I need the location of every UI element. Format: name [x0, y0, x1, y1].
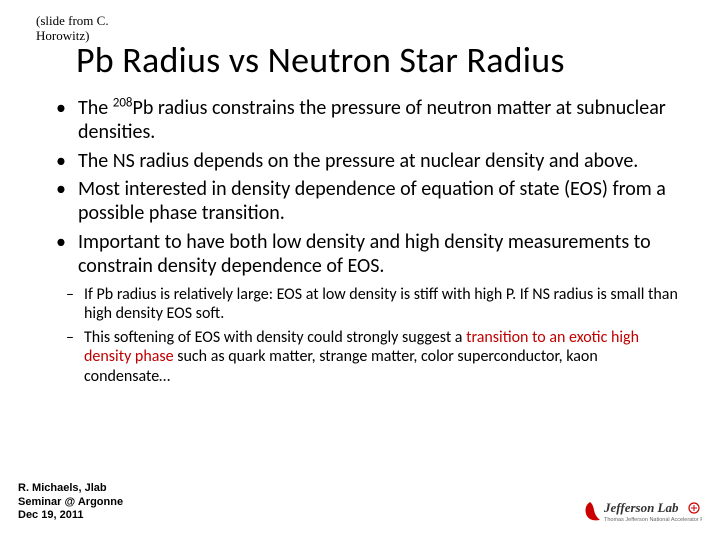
- svg-text:Thomas Jefferson National Acce: Thomas Jefferson National Accelerator Fa…: [604, 517, 702, 523]
- bullet-4: Important to have both low density and h…: [56, 230, 684, 279]
- footer-line2: Seminar @ Argonne: [18, 496, 123, 508]
- bullet-1-pre: The: [78, 96, 113, 120]
- footer-line3: Dec 19, 2011: [18, 509, 83, 521]
- sub-bullet-2: This softening of EOS with density could…: [66, 328, 684, 387]
- sub-bullet-list: If Pb radius is relatively large: EOS at…: [36, 285, 684, 387]
- bullet-1: The 208Pb radius constrains the pressure…: [56, 96, 684, 145]
- slide: (slide from C. Horowitz) Pb Radius vs Ne…: [0, 0, 720, 540]
- footer-line1: R. Michaels, Jlab: [18, 482, 107, 494]
- bullet-3: Most interested in density dependence of…: [56, 177, 684, 226]
- footer-author: R. Michaels, Jlab Seminar @ Argonne Dec …: [18, 482, 123, 522]
- sub2-part1: This softening of EOS with density could…: [84, 328, 466, 347]
- attr-line1: (slide from C.: [36, 13, 109, 28]
- svg-text:Jefferson Lab: Jefferson Lab: [603, 500, 679, 515]
- bullet-1-post: Pb radius constrains the pressure of neu…: [78, 96, 666, 144]
- jlab-logo: Jefferson Lab Thomas Jefferson National …: [582, 496, 702, 526]
- bullet-1-sup: 208: [113, 95, 133, 110]
- bullet-2: The NS radius depends on the pressure at…: [56, 149, 684, 173]
- sub-bullet-1: If Pb radius is relatively large: EOS at…: [66, 285, 684, 324]
- main-bullet-list: The 208Pb radius constrains the pressure…: [36, 96, 684, 279]
- slide-title: Pb Radius vs Neutron Star Radius: [76, 38, 684, 82]
- jlab-logo-svg: Jefferson Lab Thomas Jefferson National …: [582, 496, 702, 526]
